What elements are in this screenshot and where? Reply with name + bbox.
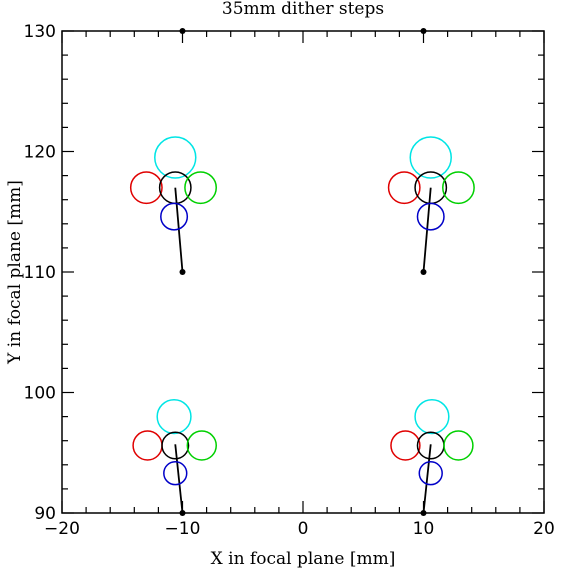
dither-path-line <box>174 187 184 273</box>
dither-path-line <box>174 444 184 514</box>
x-tick-label: −20 <box>44 519 80 539</box>
dither-circle <box>163 461 188 486</box>
x-tick-label: 20 <box>533 519 555 539</box>
data-point <box>179 510 186 516</box>
dither-circle <box>129 171 163 205</box>
dither-circle <box>160 202 189 231</box>
dither-circle <box>156 398 192 435</box>
dither-circle <box>132 430 163 461</box>
tick-labels: −20 −10 0 10 20 90 100 110 120 130 <box>24 22 555 539</box>
dither-path-line <box>422 444 432 514</box>
dither-circle <box>443 430 474 461</box>
y-tick-label: 90 <box>34 504 56 524</box>
y-tick-label: 130 <box>24 22 56 42</box>
chart-title: 35mm dither steps <box>222 0 384 19</box>
dither-circle <box>184 171 217 205</box>
dither-circle <box>442 171 475 205</box>
dither-circle <box>418 461 443 486</box>
x-tick-label: −10 <box>165 519 201 539</box>
y-tick-label: 120 <box>24 143 56 163</box>
dither-circle <box>154 136 197 179</box>
y-tick-label: 100 <box>24 384 56 404</box>
x-tick-label: 10 <box>413 519 435 539</box>
dither-circle <box>161 431 190 460</box>
dither-circle <box>409 136 452 179</box>
dither-paths <box>174 187 432 514</box>
dither-circles <box>129 136 475 486</box>
dither-circle <box>186 430 217 461</box>
dither-circle <box>390 430 421 461</box>
data-point <box>420 28 427 34</box>
data-point <box>420 269 427 275</box>
dither-circle <box>414 398 450 435</box>
data-point <box>420 510 427 516</box>
x-axis-label: X in focal plane [mm] <box>211 549 396 569</box>
y-tick-label: 110 <box>24 263 56 283</box>
data-point <box>179 269 186 275</box>
dither-circle <box>416 202 445 231</box>
dither-circle <box>387 171 421 205</box>
data-point <box>179 28 186 34</box>
x-tick-label: 0 <box>298 519 309 539</box>
dither-points <box>179 28 427 516</box>
y-axis-label: Y in focal plane [mm] <box>5 180 25 365</box>
